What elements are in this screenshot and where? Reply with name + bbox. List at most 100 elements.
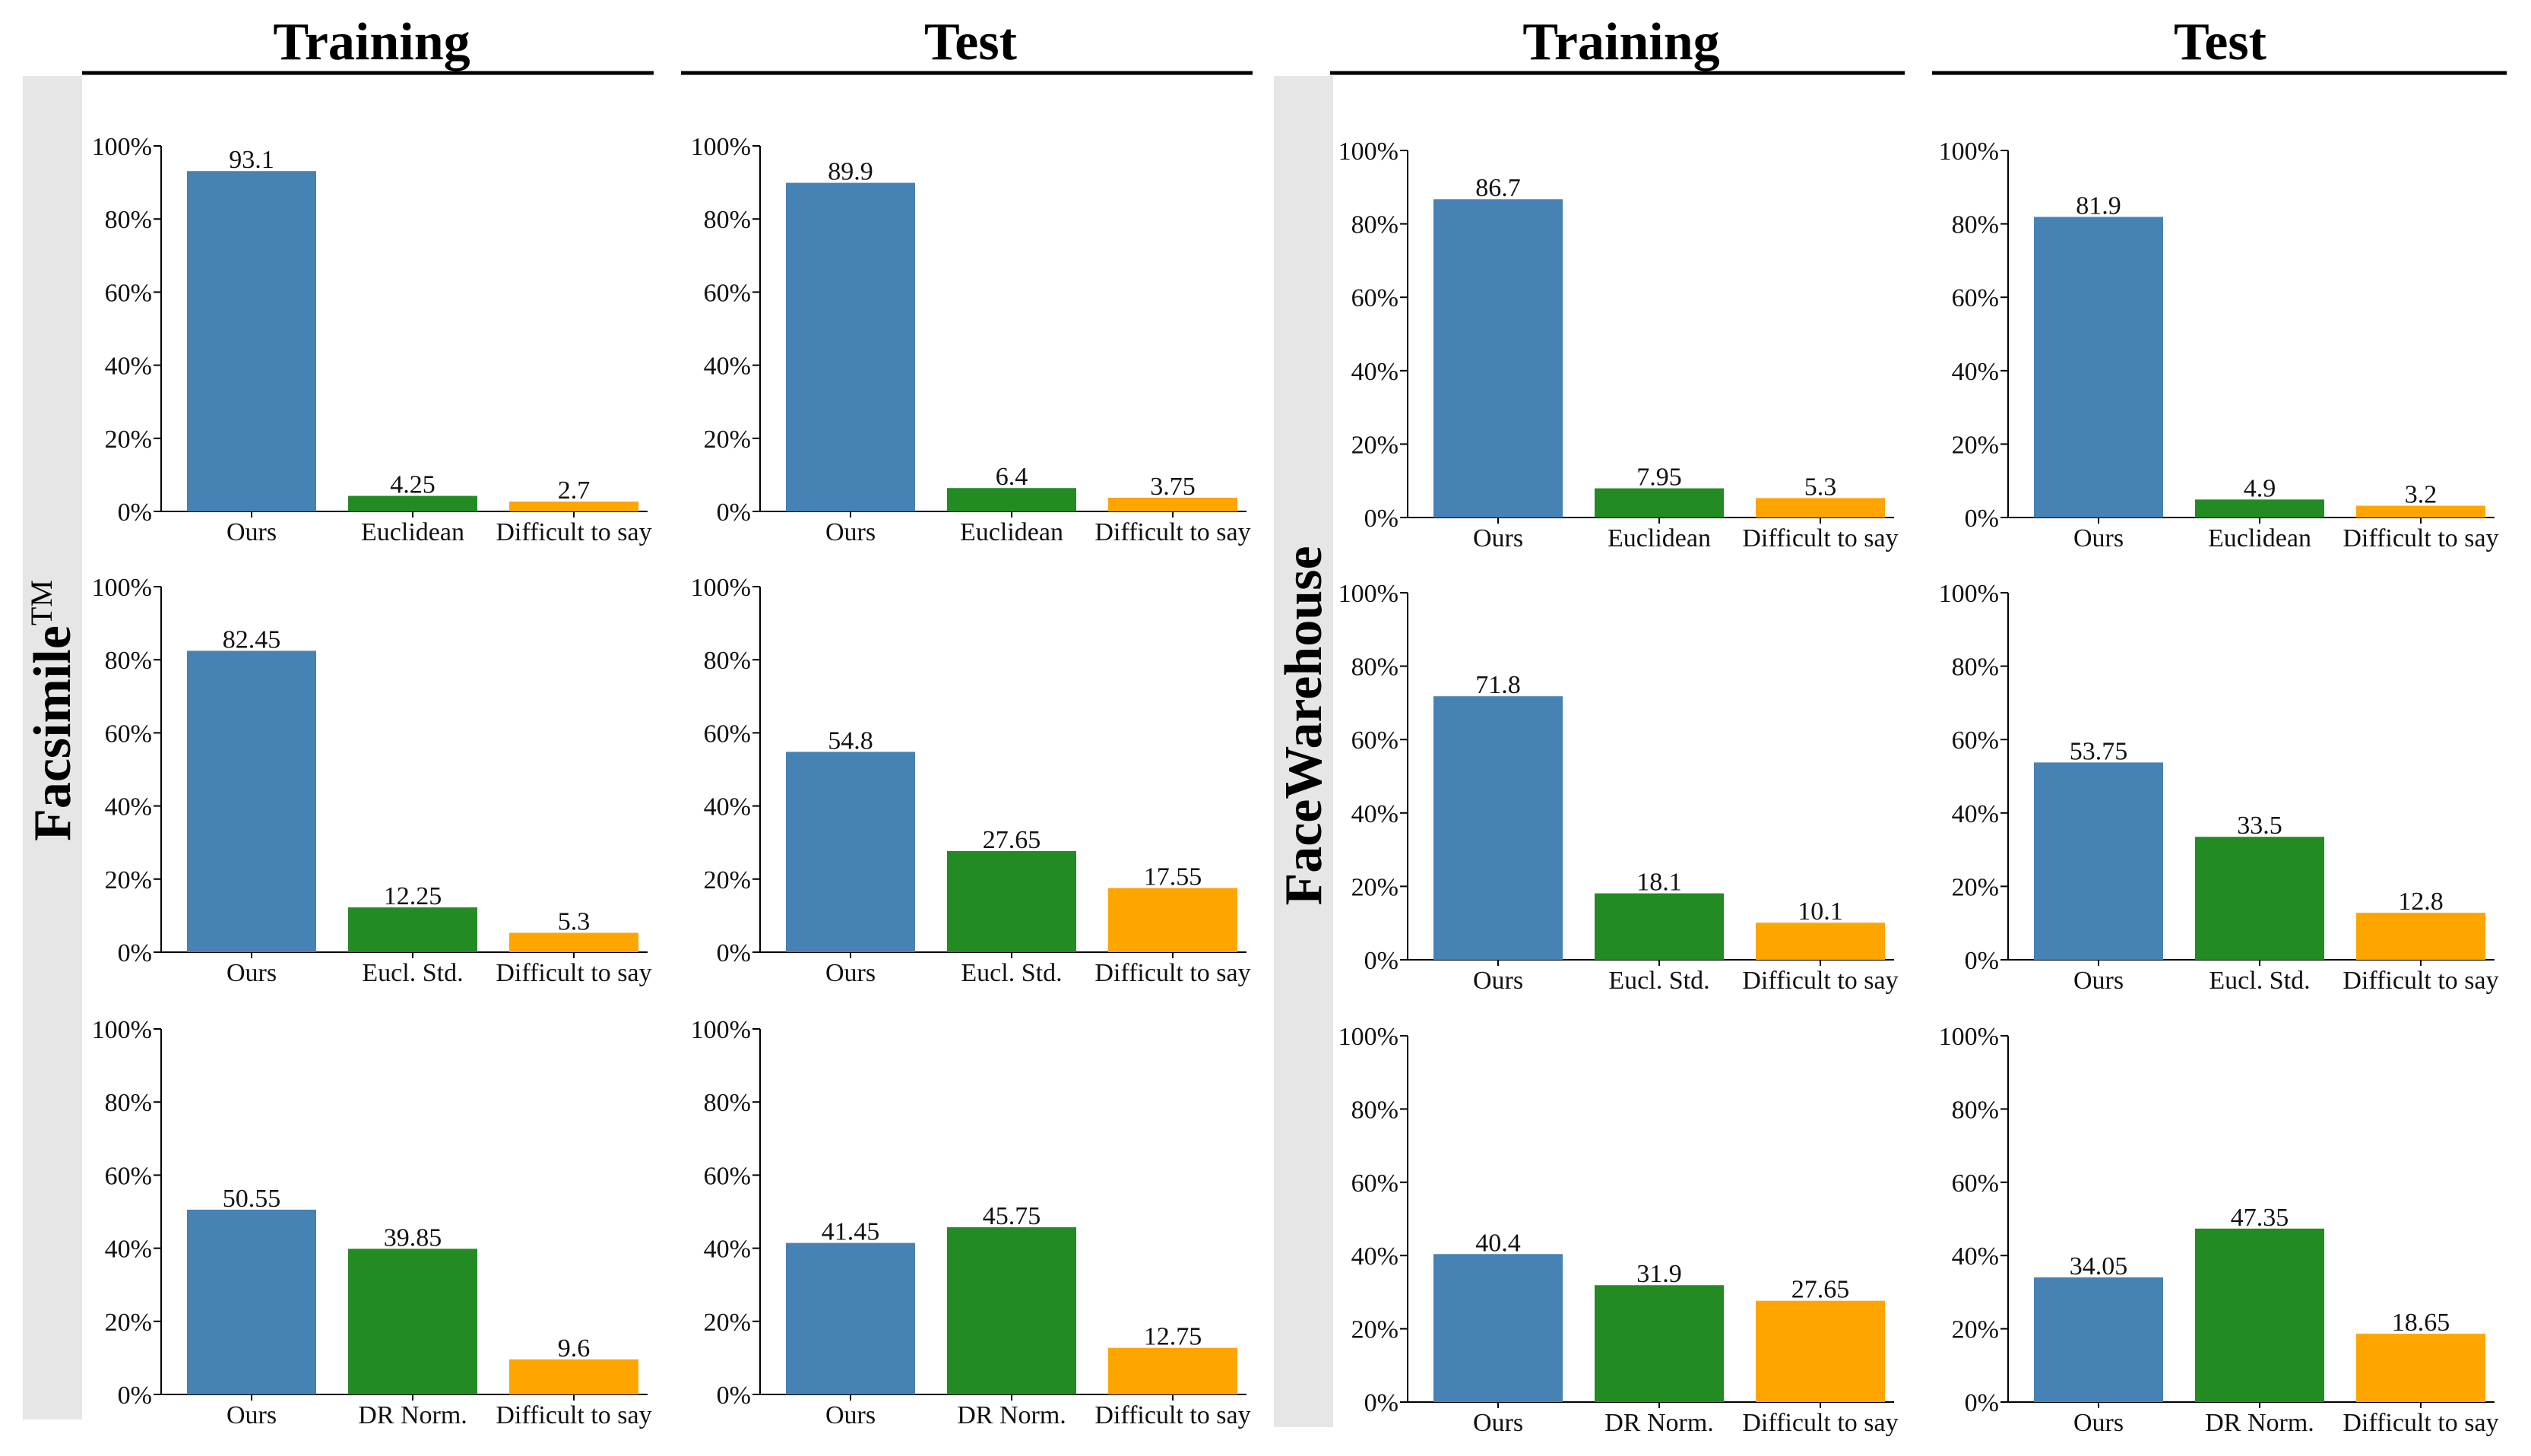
chart-facewarehouse-training-row2-ytick-label: 80% <box>1351 654 1399 682</box>
chart-facsimile-test-row1-ytick-label: 40% <box>704 353 751 381</box>
chart-facsimile-test-row3-data-label: 45.75 <box>983 1202 1041 1230</box>
chart-facewarehouse-test-row1-ytick-label: 100% <box>1939 138 1999 166</box>
dataset-band-facewarehouse <box>1274 76 1333 1427</box>
chart-facsimile-training-row3-data-label: 39.85 <box>384 1223 442 1252</box>
chart-facsimile-test-row1-bar-difficult <box>1108 497 1237 511</box>
chart-facsimile-training-row3-bar-baseline <box>348 1249 477 1394</box>
chart-facewarehouse-test-row2-xtick-label: Difficult to say <box>2343 967 2498 995</box>
chart-facsimile-training-row2-ytick-label: 0% <box>118 939 152 967</box>
chart-facewarehouse-training-row3-ytick-label: 100% <box>1338 1023 1399 1051</box>
chart-facsimile-training-row2: 0% 20% 40% 60% 80% 100% 82.45 Ours 12.25 Eucl. St… <box>92 574 652 987</box>
chart-facsimile-test-row2-xtick-label: Ours <box>825 959 876 987</box>
chart-facsimile-test-row2-ytick-label: 40% <box>704 793 751 821</box>
chart-facsimile-test-row1-xtick-label: Ours <box>825 518 876 546</box>
chart-facsimile-training-row3-bar-difficult <box>509 1359 638 1394</box>
chart-facsimile-training-row1-data-label: 4.25 <box>390 471 436 499</box>
chart-facsimile-test-row2-bar-difficult <box>1108 888 1237 952</box>
chart-facewarehouse-test-row1-data-label: 3.2 <box>2405 481 2438 509</box>
chart-facsimile-training-row2-bar-baseline <box>348 907 477 952</box>
chart-facewarehouse-training-row2-bar-ours <box>1433 696 1563 960</box>
chart-facewarehouse-training-row2-data-label: 18.1 <box>1636 869 1682 897</box>
chart-facewarehouse-training-row1-ytick-label: 100% <box>1338 138 1399 166</box>
chart-facsimile-training-row1-xtick-label: Euclidean <box>361 518 464 546</box>
chart-facewarehouse-test-row1-bar-baseline <box>2195 499 2324 518</box>
chart-facsimile-training-row3-xtick-label: Difficult to say <box>496 1401 651 1429</box>
chart-facewarehouse-training-row2-xtick-label: Difficult to say <box>1742 967 1898 995</box>
chart-facewarehouse-test-row2-ytick-label: 80% <box>1952 654 1999 682</box>
chart-facewarehouse-training-row2-bar-difficult <box>1756 923 1885 960</box>
chart-facewarehouse-training-row3: 0% 20% 40% 60% 80% 100% 40.4 Ours 31.9 DR Norm. 27… <box>1338 1023 1899 1437</box>
chart-facewarehouse-test-row3-ytick-label: 100% <box>1939 1023 1999 1051</box>
chart-facewarehouse-test-row1-ytick-label: 40% <box>1952 358 1999 386</box>
chart-facewarehouse-training-row2-xtick-label: Eucl. Std. <box>1608 967 1709 995</box>
chart-facewarehouse-test-row1-data-label: 4.9 <box>2244 474 2276 502</box>
chart-facewarehouse-training-row2-data-label: 10.1 <box>1798 897 1843 926</box>
chart-facewarehouse-test-row2-xtick-label: Eucl. Std. <box>2209 967 2310 995</box>
chart-facsimile-test-row1-bar-ours <box>786 182 915 511</box>
chart-facsimile-test-row2-data-label: 54.8 <box>828 726 873 755</box>
chart-facsimile-training-row1-ytick-label: 100% <box>92 133 152 161</box>
chart-facewarehouse-training-row1-ytick-label: 40% <box>1351 358 1399 386</box>
chart-facewarehouse-test-row2-data-label: 33.5 <box>2237 812 2282 840</box>
chart-facewarehouse-test-row3-ytick-label: 20% <box>1952 1316 1999 1344</box>
chart-facewarehouse-test-row2-ytick-label: 60% <box>1952 726 1999 755</box>
chart-facsimile-training-row1-bar-ours <box>187 171 316 511</box>
chart-facewarehouse-test-row1-bar-difficult <box>2356 505 2485 518</box>
chart-facsimile-training-row3: 0% 20% 40% 60% 80% 100% 50.55 Ours 39.85 DR Norm.… <box>92 1016 652 1429</box>
chart-facsimile-test-row1-ytick-label: 80% <box>704 206 751 234</box>
chart-facsimile-test-row2-ytick-label: 100% <box>691 574 751 602</box>
chart-facewarehouse-test-row1-ytick-label: 0% <box>1965 505 1999 533</box>
dataset-label-facsimile: FacsimileTM <box>24 580 82 841</box>
chart-facsimile-test-row1-xtick-label: Euclidean <box>960 518 1063 546</box>
chart-facewarehouse-training-row2: 0% 20% 40% 60% 80% 100% 71.8 Ours 18.1 Eucl. Std.… <box>1338 580 1899 995</box>
chart-facewarehouse-training-row3-ytick-label: 0% <box>1364 1389 1399 1417</box>
chart-facewarehouse-test-row1-ytick-label: 60% <box>1952 284 1999 312</box>
chart-facsimile-training-row2-bar-ours <box>187 650 316 952</box>
chart-facsimile-training-row3-ytick-label: 0% <box>118 1382 152 1410</box>
chart-facsimile-test-row2: 0% 20% 40% 60% 80% 100% 54.8 Ours 27.65 Eucl. Std… <box>691 574 1251 987</box>
chart-facewarehouse-training-row2-ytick-label: 100% <box>1338 580 1399 608</box>
chart-facsimile-training-row2-data-label: 5.3 <box>558 908 591 936</box>
chart-facsimile-test-row2-xtick-label: Difficult to say <box>1094 959 1250 987</box>
chart-facewarehouse-test-row2-bar-ours <box>2034 762 2163 960</box>
column-header-facewarehouse-test: Test <box>2174 13 2266 71</box>
chart-facsimile-test-row3: 0% 20% 40% 60% 80% 100% 41.45 Ours 45.75 DR Norm.… <box>691 1016 1251 1429</box>
chart-facewarehouse-test-row3-data-label: 34.05 <box>2070 1252 2128 1280</box>
chart-facewarehouse-test-row1-bar-ours <box>2034 217 2163 518</box>
chart-facewarehouse-test-row2-bar-baseline <box>2195 837 2324 960</box>
chart-facsimile-training-row1-ytick-label: 20% <box>105 426 152 454</box>
chart-facsimile-training-row2-ytick-label: 20% <box>105 866 152 894</box>
chart-facewarehouse-training-row2-ytick-label: 40% <box>1351 800 1399 828</box>
chart-facewarehouse-test-row3-xtick-label: DR Norm. <box>2205 1409 2314 1437</box>
chart-facewarehouse-training-row1-ytick-label: 20% <box>1351 431 1399 459</box>
chart-facsimile-test-row3-ytick-label: 60% <box>704 1162 751 1190</box>
chart-panels: 0% 20% 40% 60% 80% 100% 93.1 Ours 4.25 Euclidean 2… <box>92 133 2499 1437</box>
chart-facewarehouse-training-row2-data-label: 71.8 <box>1475 671 1521 699</box>
chart-facewarehouse-test-row3-bar-baseline <box>2195 1228 2324 1402</box>
column-header-facsimile-test: Test <box>924 13 1017 71</box>
chart-facewarehouse-training-row1-ytick-label: 0% <box>1364 505 1399 533</box>
chart-facsimile-training-row1-bar-difficult <box>509 502 638 511</box>
chart-facsimile-training-row3-ytick-label: 100% <box>92 1016 152 1044</box>
chart-facewarehouse-training-row3-xtick-label: Ours <box>1473 1409 1523 1437</box>
chart-facewarehouse-training-row2-ytick-label: 20% <box>1351 873 1399 901</box>
chart-facsimile-test-row3-ytick-label: 100% <box>691 1016 751 1044</box>
chart-facsimile-test-row1-ytick-label: 0% <box>717 499 751 527</box>
chart-facsimile-test-row3-data-label: 12.75 <box>1144 1323 1202 1351</box>
chart-facsimile-training-row3-data-label: 9.6 <box>558 1334 591 1363</box>
chart-facsimile-test-row2-data-label: 17.55 <box>1144 863 1202 891</box>
chart-facewarehouse-test-row3: 0% 20% 40% 60% 80% 100% 34.05 Ours 47.35 DR Norm.… <box>1939 1023 2499 1437</box>
chart-facewarehouse-training-row3-data-label: 27.65 <box>1791 1276 1850 1304</box>
column-header-facsimile-training: Training <box>273 13 470 71</box>
chart-facewarehouse-training-row2-xtick-label: Ours <box>1473 967 1523 995</box>
chart-facsimile-training-row3-ytick-label: 40% <box>105 1236 152 1264</box>
chart-facewarehouse-training-row1-xtick-label: Ours <box>1473 524 1523 552</box>
chart-facewarehouse-test-row2-data-label: 53.75 <box>2070 737 2128 765</box>
chart-facsimile-training-row3-bar-ours <box>187 1209 316 1394</box>
chart-facsimile-test-row3-bar-ours <box>786 1242 915 1394</box>
chart-facsimile-training-row2-xtick-label: Ours <box>226 959 277 987</box>
chart-facsimile-training-row2-data-label: 12.25 <box>384 882 442 910</box>
chart-facewarehouse-training-row1-ytick-label: 80% <box>1351 211 1399 239</box>
chart-facewarehouse-training-row1-data-label: 7.95 <box>1636 464 1682 492</box>
